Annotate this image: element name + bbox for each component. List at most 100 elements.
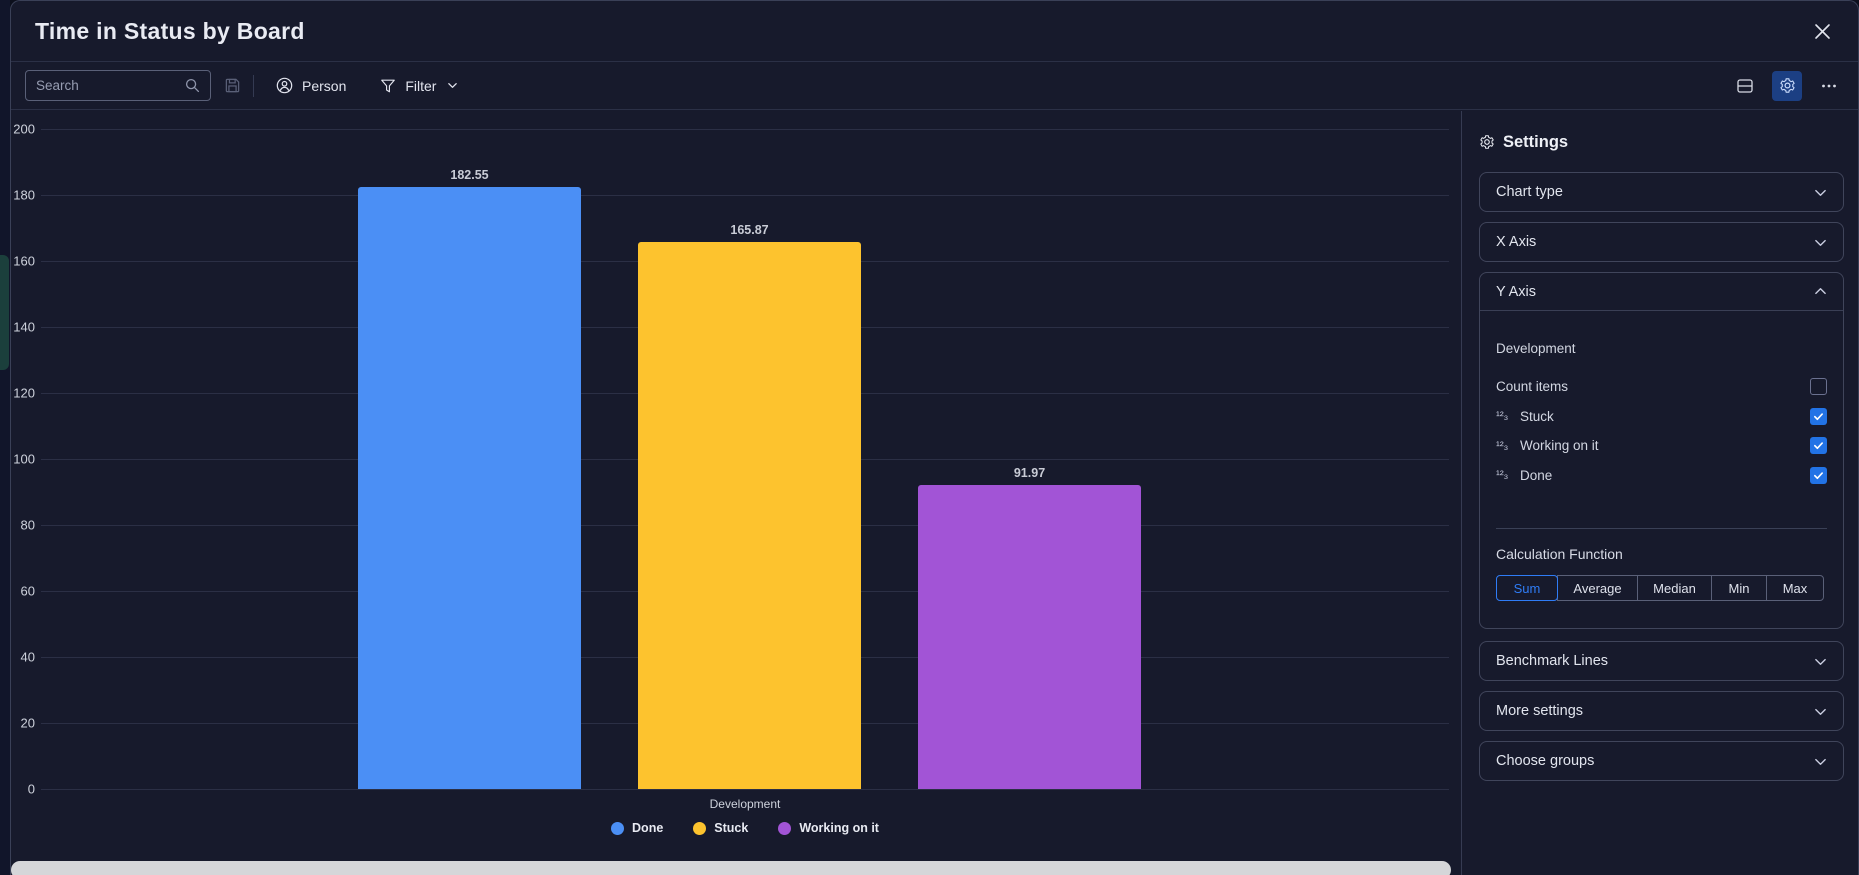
settings-card-y-axis: Y Axis Development Count items ¹²₃ Stuck ¹²₃…	[1479, 272, 1844, 629]
split-view-icon	[1737, 78, 1753, 93]
chevron-down-icon	[1815, 658, 1826, 665]
section-header-chart-type[interactable]: Chart type	[1480, 173, 1843, 211]
modal-header: Time in Status by Board	[11, 1, 1858, 62]
section-chevron[interactable]	[1814, 705, 1827, 718]
legend-item-stuck[interactable]: Stuck	[693, 821, 748, 835]
y-axis-tick: 100	[13, 451, 35, 467]
person-icon	[276, 77, 293, 94]
calculation-function-group: Sum Average Median Min Max	[1496, 575, 1828, 601]
calc-option-sum[interactable]: Sum	[1496, 575, 1558, 601]
calc-option-median[interactable]: Median	[1637, 575, 1712, 601]
column-row-done[interactable]: ¹²₃ Done	[1496, 461, 1827, 491]
section-chevron[interactable]	[1814, 236, 1827, 249]
bar-stuck[interactable]	[638, 241, 861, 789]
legend-item-done[interactable]: Done	[611, 821, 663, 835]
toolbar-divider	[253, 74, 254, 97]
section-label: More settings	[1496, 703, 1584, 719]
section-header-benchmark-lines[interactable]: Benchmark Lines	[1480, 642, 1843, 680]
checkbox-stuck[interactable]	[1810, 407, 1827, 425]
horizontal-scrollbar[interactable]	[11, 861, 1451, 875]
settings-title-text: Settings	[1503, 132, 1569, 151]
section-label: Y Axis	[1496, 283, 1537, 300]
legend-dot	[693, 821, 707, 835]
settings-card-choose-groups: Choose groups	[1479, 741, 1844, 781]
close-icon	[1814, 23, 1830, 39]
section-header-choose-groups[interactable]: Choose groups	[1480, 742, 1843, 780]
chevron-down-icon	[448, 83, 458, 88]
bar-value-label: 182.55	[450, 167, 489, 182]
calc-option-min[interactable]: Min	[1711, 575, 1767, 601]
column-row-count-items[interactable]: Count items	[1496, 372, 1827, 402]
save-icon	[225, 78, 239, 93]
calc-option-average[interactable]: Average	[1557, 575, 1638, 601]
y-axis-tick: 140	[13, 319, 35, 335]
settings-panel: Settings Chart type X Axis Y Axis Develo…	[1462, 111, 1859, 875]
panel-divider	[1461, 111, 1462, 875]
bar-done[interactable]	[358, 186, 581, 789]
split-view-button[interactable]	[1730, 71, 1760, 101]
search-box[interactable]	[25, 70, 211, 101]
filter-button[interactable]: Filter	[370, 72, 468, 100]
save-button[interactable]	[217, 71, 247, 101]
y-axis-tick: 0	[27, 781, 35, 797]
toolbar-right	[1730, 70, 1844, 101]
y-axis-tick: 120	[13, 385, 35, 401]
section-header-y-axis[interactable]: Y Axis	[1480, 273, 1843, 311]
checkbox-count-items[interactable]	[1810, 378, 1827, 396]
background-app-sliver	[0, 0, 10, 875]
person-filter-button[interactable]: Person	[266, 71, 356, 100]
y-axis-tick: 160	[13, 253, 35, 269]
numbers-column-icon: ¹²₃	[1496, 439, 1509, 452]
gear-icon	[1480, 135, 1494, 149]
person-label: Person	[302, 77, 347, 94]
gridline	[41, 789, 1449, 790]
settings-card-benchmark-lines: Benchmark Lines	[1479, 641, 1844, 681]
section-header-x-axis[interactable]: X Axis	[1480, 223, 1843, 261]
checkbox-done[interactable]	[1810, 466, 1827, 484]
y-axis-tick: 20	[20, 715, 35, 731]
checkbox-working-on-it[interactable]	[1810, 437, 1827, 455]
widget-modal: Time in Status by Board	[10, 0, 1859, 875]
chevron-down-icon	[1815, 758, 1826, 765]
search-input[interactable]	[36, 78, 185, 93]
column-label: Count items	[1496, 379, 1569, 395]
column-row-working-on-it[interactable]: ¹²₃ Working on it	[1496, 431, 1827, 461]
legend-label: Stuck	[714, 821, 749, 835]
chart-legend: Done Stuck Working on it	[41, 821, 1449, 835]
section-chevron[interactable]	[1814, 755, 1827, 768]
x-axis-label: Development	[709, 797, 781, 811]
column-label: Done	[1520, 467, 1553, 483]
legend-dot	[778, 821, 792, 835]
calc-option-max[interactable]: Max	[1766, 575, 1824, 601]
section-header-more-settings[interactable]: More settings	[1480, 692, 1843, 730]
legend-label: Done	[632, 821, 664, 835]
chart-area: 0 20 40 60 80 100 120 140 160 180 200 182.55 165.87 9…	[11, 111, 1461, 875]
chevron-down-icon	[1815, 708, 1826, 715]
section-chevron[interactable]	[1814, 655, 1827, 668]
more-options-icon	[1822, 84, 1836, 87]
settings-panel-title: Settings	[1479, 127, 1844, 157]
section-label: Benchmark Lines	[1496, 653, 1609, 669]
legend-item-working-on-it[interactable]: Working on it	[778, 821, 879, 835]
section-chevron[interactable]	[1814, 285, 1827, 298]
calculation-function-label: Calculation Function	[1496, 546, 1623, 562]
bar-value-label: 165.87	[730, 222, 769, 237]
chevron-down-icon	[1815, 189, 1826, 196]
close-button[interactable]	[1806, 15, 1838, 47]
check-icon	[1814, 472, 1823, 479]
y-axis-tick: 40	[20, 649, 35, 665]
settings-card-x-axis: X Axis	[1479, 222, 1844, 262]
column-row-stuck[interactable]: ¹²₃ Stuck	[1496, 402, 1827, 432]
settings-button[interactable]	[1772, 70, 1802, 101]
filter-icon	[381, 79, 396, 92]
column-label: Stuck	[1520, 408, 1554, 424]
more-options-button[interactable]	[1814, 71, 1844, 101]
y-axis-tick: 180	[13, 187, 35, 203]
y-axis-tick: 200	[13, 121, 35, 137]
divider	[1496, 528, 1827, 529]
section-chevron[interactable]	[1814, 186, 1827, 199]
y-axis-tick: 60	[20, 583, 35, 599]
settings-card-chart-type: Chart type	[1479, 172, 1844, 212]
background-blob	[0, 255, 9, 370]
bar-working-on-it[interactable]	[918, 485, 1141, 789]
